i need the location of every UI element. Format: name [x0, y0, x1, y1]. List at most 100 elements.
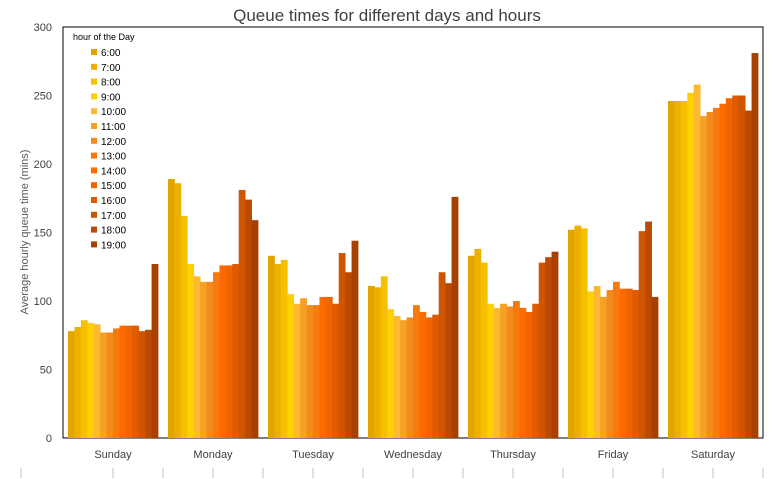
- bar: [580, 228, 588, 438]
- bar: [687, 92, 695, 438]
- bar: [487, 303, 495, 438]
- bar: [406, 317, 414, 438]
- legend-swatch: [91, 241, 97, 248]
- legend-swatch: [91, 93, 97, 100]
- bar: [225, 265, 233, 438]
- legend-label: 19:00: [101, 240, 126, 251]
- bar: [713, 107, 720, 438]
- legend-label: 12:00: [101, 137, 126, 148]
- legend-swatch: [91, 226, 97, 233]
- bar: [168, 179, 175, 438]
- bar: [245, 199, 252, 438]
- bar: [125, 325, 133, 438]
- legend-swatch: [91, 137, 97, 144]
- x-tick-label: Monday: [193, 449, 233, 461]
- bar: [680, 100, 688, 438]
- bar: [532, 303, 540, 438]
- bar: [625, 288, 633, 438]
- bar: [568, 229, 575, 438]
- bar: [506, 306, 514, 438]
- legend-swatch: [91, 211, 97, 218]
- bar: [306, 305, 314, 438]
- bar: [468, 255, 475, 438]
- legend-label: 11:00: [101, 122, 126, 133]
- bar: [474, 248, 482, 438]
- bars: [68, 53, 759, 439]
- bar: [274, 264, 282, 438]
- bar: [74, 327, 82, 438]
- bar: [93, 324, 101, 438]
- bar: [432, 314, 440, 438]
- bar: [413, 305, 420, 438]
- bar: [280, 259, 288, 438]
- bar: [519, 307, 527, 438]
- bar: [700, 116, 707, 439]
- bar: [68, 331, 75, 438]
- legend-swatch: [91, 167, 97, 174]
- bar: [732, 95, 740, 438]
- x-tick-label: Sunday: [94, 449, 132, 461]
- legend-title: hour of the Day: [73, 32, 135, 42]
- bar: [374, 287, 382, 438]
- bar: [725, 98, 733, 439]
- bar: [513, 301, 520, 438]
- bar: [87, 322, 95, 438]
- bar: [338, 253, 346, 438]
- y-tick-label: 200: [34, 159, 52, 171]
- legend-label: 18:00: [101, 226, 126, 237]
- legend-label: 8:00: [101, 78, 121, 89]
- bar: [268, 255, 275, 438]
- legend-swatch: [91, 182, 97, 189]
- bar: [438, 272, 446, 438]
- bar: [174, 183, 182, 438]
- bar: [113, 328, 120, 438]
- x-axis: Sunday Monday Tuesday Wednesday Thursday Frid…: [20, 449, 764, 478]
- bar: [80, 320, 88, 438]
- bar: [619, 288, 627, 438]
- bar: [651, 296, 659, 438]
- bar: [645, 221, 652, 438]
- bar: [293, 303, 301, 438]
- bar: [551, 251, 559, 438]
- bar: [493, 307, 501, 438]
- y-tick-label: 100: [34, 296, 52, 308]
- x-tick-label: Tuesday: [292, 449, 334, 461]
- legend-label: 13:00: [101, 152, 126, 163]
- legend-label: 10:00: [101, 107, 126, 118]
- y-tick-label: 0: [46, 433, 52, 445]
- bar: [151, 264, 159, 438]
- bar: [106, 332, 114, 438]
- bar: [638, 231, 646, 438]
- legend-swatch: [91, 78, 97, 85]
- bar: [319, 296, 327, 438]
- bar: [693, 84, 701, 438]
- legend-label: 14:00: [101, 166, 126, 177]
- bar: [606, 290, 614, 438]
- bar: [400, 320, 407, 438]
- x-tick-label: Thursday: [490, 449, 536, 461]
- bar: [738, 95, 746, 438]
- legend-swatch: [91, 63, 97, 70]
- bar: [419, 311, 427, 438]
- bar: [451, 196, 459, 438]
- bar: [313, 305, 320, 438]
- bar: [287, 294, 295, 438]
- bar: [745, 110, 752, 438]
- bar: [251, 220, 259, 438]
- bar: [587, 291, 595, 438]
- bar: [187, 264, 195, 438]
- bar: [719, 103, 727, 438]
- bar: [145, 329, 152, 438]
- bar: [445, 283, 452, 438]
- y-axis-label: Average hourly queue time (mins): [19, 150, 31, 315]
- bar: [238, 190, 246, 438]
- bar: [119, 325, 127, 438]
- legend-label: 9:00: [101, 92, 121, 103]
- legend-label: 15:00: [101, 181, 126, 192]
- bar: [600, 296, 607, 438]
- bar: [332, 303, 340, 438]
- bar: [100, 332, 107, 438]
- legend-swatch: [91, 152, 97, 159]
- bar: [393, 316, 401, 438]
- y-tick-label: 300: [34, 22, 52, 34]
